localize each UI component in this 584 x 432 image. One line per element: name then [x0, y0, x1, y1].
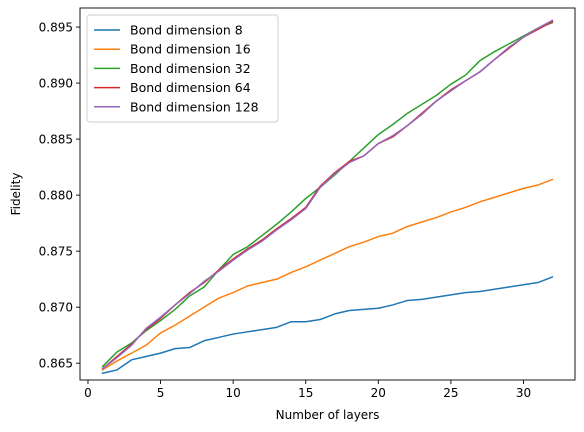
- x-tick-label: 25: [443, 386, 458, 400]
- x-tick-label: 30: [516, 386, 531, 400]
- series-layer: [101, 19, 554, 375]
- y-tick-label: 0.870: [39, 300, 73, 314]
- y-tick-label: 0.890: [39, 76, 73, 90]
- y-axis: 0.865 0.870 0.875 0.880 0.885 0.890 0.895: [39, 20, 80, 370]
- x-tick-label: 5: [157, 386, 165, 400]
- legend-box: [86, 14, 279, 123]
- y-tick-label: 0.895: [39, 20, 73, 34]
- y-tick-label: 0.885: [39, 132, 73, 146]
- x-tick-label: 10: [226, 386, 241, 400]
- x-axis: 0 5 10 15 20 25 30: [84, 380, 531, 400]
- series-line-2: [101, 178, 554, 371]
- y-tick-label: 0.865: [39, 356, 73, 370]
- legend: Bond dimension 8 Bond dimension 16 Bond di…: [86, 14, 279, 123]
- legend-entry: Bond dimension 32: [130, 61, 251, 76]
- x-tick-label: 20: [371, 386, 386, 400]
- legend-entry: Bond dimension 16: [130, 42, 251, 57]
- y-tick-label: 0.880: [39, 188, 73, 202]
- y-tick-label: 0.875: [39, 244, 73, 258]
- legend-entry: Bond dimension 64: [130, 80, 251, 95]
- legend-entry: Bond dimension 8: [130, 23, 243, 38]
- y-axis-label: Fidelity: [9, 173, 23, 216]
- x-tick-label: 0: [84, 386, 92, 400]
- legend-entry: Bond dimension 128: [130, 99, 259, 114]
- series-line-1: [101, 276, 554, 375]
- plot-frame: [79, 7, 576, 381]
- x-tick-label: 15: [298, 386, 313, 400]
- series-line-5: [101, 19, 554, 370]
- x-axis-label: Number of layers: [276, 408, 380, 422]
